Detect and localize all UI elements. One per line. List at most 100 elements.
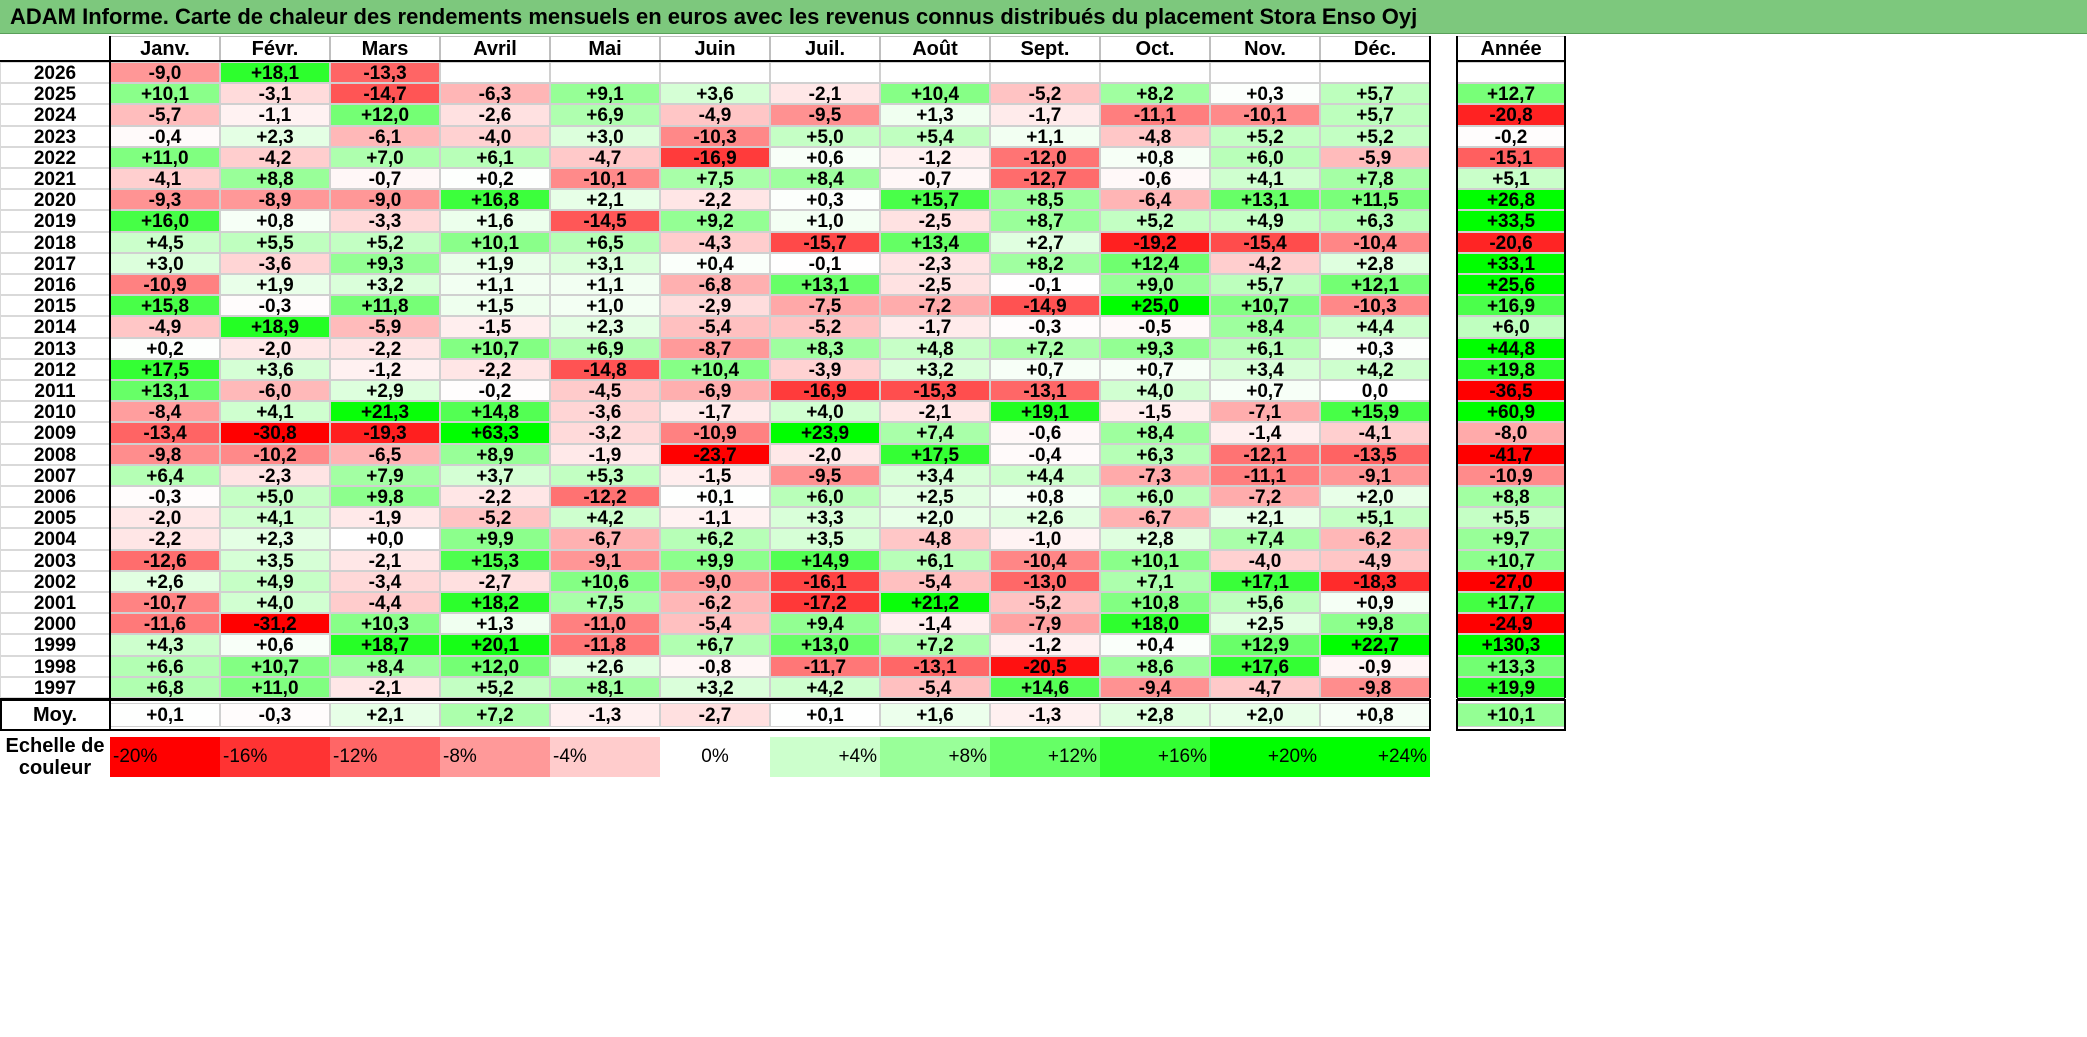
heatmap-cell: +2,6: [110, 570, 220, 592]
heatmap-cell: +9,4: [770, 613, 880, 635]
month-header: Avril: [440, 36, 550, 61]
heatmap-cell: +10,7: [220, 655, 330, 677]
year-label: 2025: [0, 83, 110, 105]
heatmap-cell: +5,6: [1210, 592, 1320, 614]
heatmap-cell: +9,3: [330, 252, 440, 274]
heatmap-cell: +18,2: [440, 592, 550, 614]
heatmap-cell: +0,4: [1100, 634, 1210, 656]
heatmap-cell: -10,4: [1320, 231, 1430, 253]
heatmap-cell: +17,5: [880, 443, 990, 465]
heatmap-cell: +0,0: [330, 528, 440, 550]
color-scale-swatch: 0%: [660, 737, 770, 777]
year-label: 2017: [0, 252, 110, 274]
heatmap-cell: +3,3: [770, 507, 880, 529]
heatmap-cell: -7,2: [1210, 486, 1320, 508]
heatmap-cell: +8,7: [990, 210, 1100, 232]
heatmap-cell: +10,7: [1210, 295, 1320, 317]
year-label: 2004: [0, 528, 110, 550]
heatmap-cell: -15,3: [880, 380, 990, 402]
heatmap-cell: -1,5: [660, 464, 770, 486]
heatmap-cell: +2,6: [550, 655, 660, 677]
heatmap-cell: -1,2: [330, 358, 440, 380]
annual-cell: [1457, 62, 1565, 84]
year-label: 2001: [0, 592, 110, 614]
year-label: 2005: [0, 507, 110, 529]
heatmap-cell: +14,6: [990, 676, 1100, 698]
heatmap-cell: [1210, 62, 1320, 84]
heatmap-cell: +6,6: [110, 655, 220, 677]
heatmap-cell: -1,2: [990, 634, 1100, 656]
heatmap-cell: +18,9: [220, 316, 330, 338]
heatmap-cell: -9,1: [550, 549, 660, 571]
month-header: Mars: [330, 36, 440, 61]
heatmap-cell: +7,9: [330, 464, 440, 486]
heatmap-cell: +21,3: [330, 401, 440, 423]
heatmap-cell: +0,2: [110, 337, 220, 359]
heatmap-cell: -5,2: [990, 83, 1100, 105]
avg-annual-right-rule: [1564, 699, 1566, 731]
heatmap-cell: -4,8: [880, 528, 990, 550]
heatmap-cell: +5,4: [880, 125, 990, 147]
heatmap-cell: -1,9: [550, 443, 660, 465]
heatmap-cell: +2,5: [880, 486, 990, 508]
heatmap-cell: +0,2: [440, 168, 550, 190]
heatmap-cell: -7,5: [770, 295, 880, 317]
heatmap-cell: -11,6: [110, 613, 220, 635]
heatmap-cell: -9,5: [770, 464, 880, 486]
heatmap-cell: +0,8: [990, 486, 1100, 508]
heatmap-cell: +6,1: [880, 549, 990, 571]
heatmap-cell: +0,4: [660, 252, 770, 274]
heatmap-cell: -4,0: [1210, 549, 1320, 571]
heatmap-cell: -9,0: [660, 570, 770, 592]
heatmap-cell: -18,3: [1320, 570, 1430, 592]
heatmap-cell: -19,2: [1100, 231, 1210, 253]
heatmap-cell: -2,2: [330, 337, 440, 359]
heatmap-cell: -16,1: [770, 570, 880, 592]
heatmap-cell: -3,4: [330, 570, 440, 592]
heatmap-cell: +4,4: [990, 464, 1100, 486]
heatmap-cell: +4,1: [220, 401, 330, 423]
heatmap-cell: +9,1: [550, 83, 660, 105]
avg-cell: +0,8: [1320, 703, 1430, 727]
heatmap-cell: -6,3: [440, 83, 550, 105]
heatmap-cell: +10,4: [660, 358, 770, 380]
heatmap-cell: -5,2: [770, 316, 880, 338]
heatmap-cell: -0,3: [220, 295, 330, 317]
heatmap-cell: -5,4: [880, 570, 990, 592]
heatmap-cell: +12,9: [1210, 634, 1320, 656]
heatmap-cell: -8,9: [220, 189, 330, 211]
heatmap-cell: +8,3: [770, 337, 880, 359]
heatmap-cell: -15,7: [770, 231, 880, 253]
heatmap-cell: [550, 62, 660, 84]
year-label: 2021: [0, 168, 110, 190]
avg-annual-left-rule: [1456, 699, 1458, 731]
heatmap-cell: +16,0: [110, 210, 220, 232]
heatmap-cell: +8,9: [440, 443, 550, 465]
annual-cell: -10,9: [1457, 464, 1565, 486]
heatmap-cell: +63,3: [440, 422, 550, 444]
heatmap-cell: +12,0: [440, 655, 550, 677]
heatmap-cell: -0,1: [990, 274, 1100, 296]
heatmap-cell: +3,5: [220, 549, 330, 571]
heatmap-cell: -17,2: [770, 592, 880, 614]
avg-cell: +2,8: [1100, 703, 1210, 727]
annual-cell: +6,0: [1457, 316, 1565, 338]
heatmap-cell: +8,4: [770, 168, 880, 190]
color-scale-swatch: -20%: [110, 737, 220, 777]
heatmap-cell: +7,0: [330, 146, 440, 168]
annual-cell: -0,2: [1457, 125, 1565, 147]
heatmap-cell: +1,1: [440, 274, 550, 296]
heatmap-cell: +5,2: [330, 231, 440, 253]
heatmap-cell: -9,4: [1100, 676, 1210, 698]
heatmap-cell: +14,9: [770, 549, 880, 571]
heatmap-cell: +1,3: [440, 613, 550, 635]
heatmap-cell: +13,1: [110, 380, 220, 402]
heatmap-cell: +1,6: [440, 210, 550, 232]
heatmap-cell: -5,9: [330, 316, 440, 338]
heatmap-cell: +1,5: [440, 295, 550, 317]
heatmap-cell: +0,3: [1320, 337, 1430, 359]
heatmap-cell: -11,0: [550, 613, 660, 635]
heatmap-cell: +1,0: [550, 295, 660, 317]
heatmap-cell: -1,7: [990, 104, 1100, 126]
heatmap-cell: -0,7: [330, 168, 440, 190]
